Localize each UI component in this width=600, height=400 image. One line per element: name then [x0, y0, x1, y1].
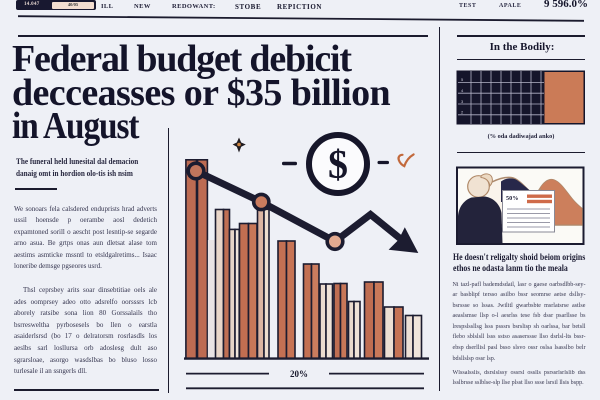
- svg-text:20%: 20%: [290, 369, 308, 379]
- svg-text:50%: 50%: [506, 195, 518, 202]
- svg-text:2: 2: [461, 110, 464, 115]
- svg-text:3: 3: [461, 99, 464, 104]
- svg-text:5: 5: [461, 77, 464, 82]
- svg-text:4: 4: [461, 88, 464, 93]
- svg-text:$: $: [328, 142, 348, 187]
